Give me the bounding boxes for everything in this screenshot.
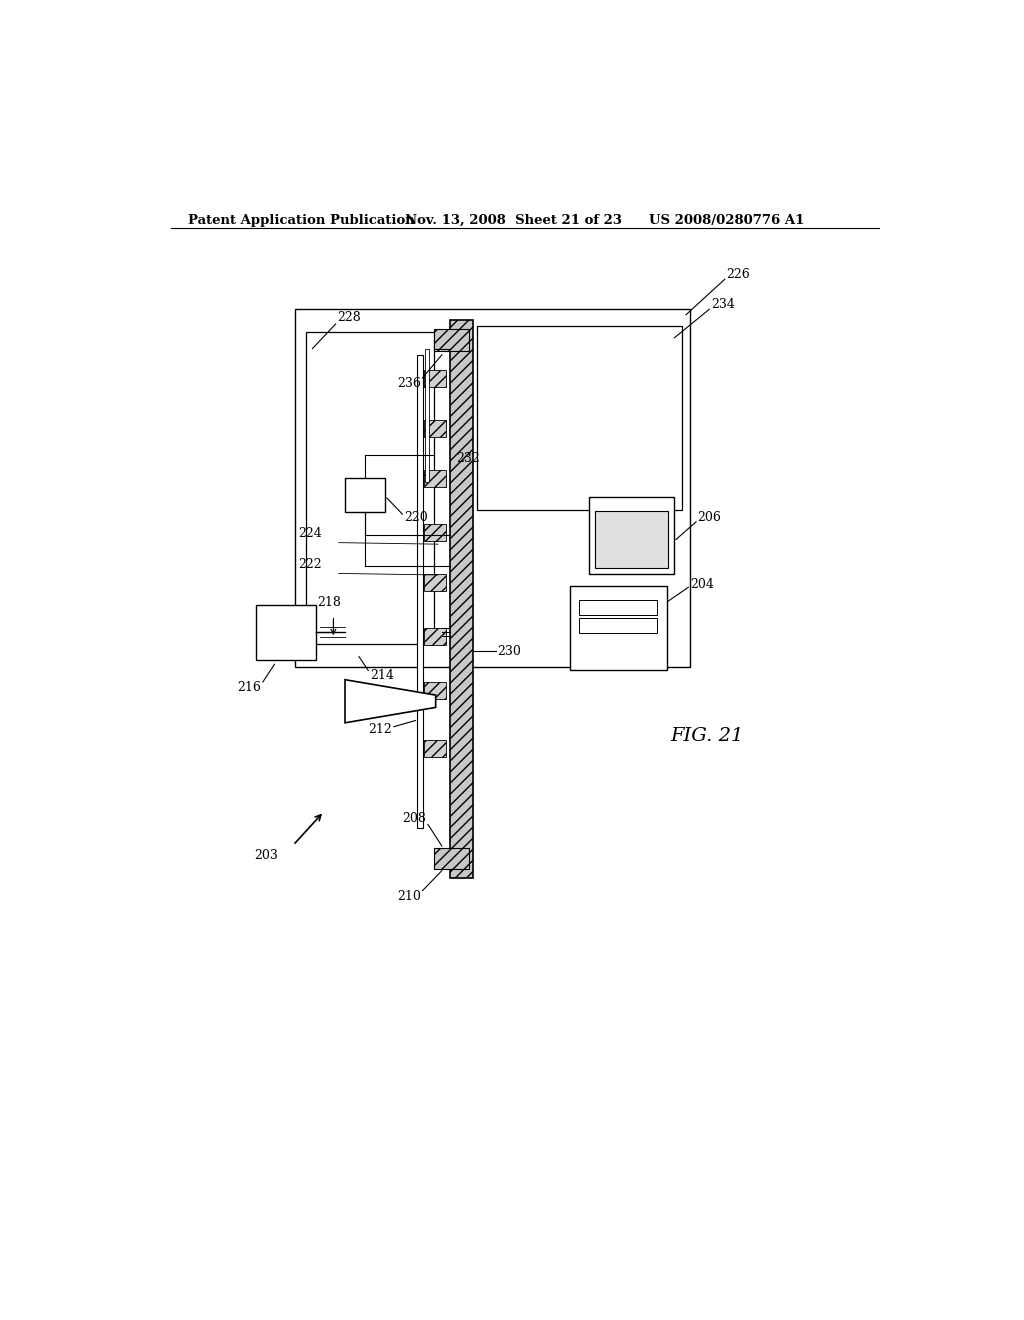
Bar <box>424 524 445 541</box>
Text: Nov. 13, 2008  Sheet 21 of 23: Nov. 13, 2008 Sheet 21 of 23 <box>406 214 623 227</box>
Text: 232: 232 <box>456 453 479 465</box>
Text: 212: 212 <box>369 723 392 737</box>
Bar <box>424 682 445 700</box>
Text: 226: 226 <box>726 268 750 281</box>
Bar <box>424 470 445 487</box>
Text: 208: 208 <box>402 812 426 825</box>
Bar <box>424 574 445 591</box>
Text: 228: 228 <box>337 312 361 325</box>
Text: 234: 234 <box>711 298 734 312</box>
Bar <box>425 350 429 482</box>
Bar <box>295 309 690 667</box>
Bar <box>434 847 469 869</box>
Text: 203: 203 <box>254 849 278 862</box>
Bar <box>424 420 445 437</box>
Bar <box>345 478 385 512</box>
Bar <box>450 321 473 878</box>
Bar <box>256 605 316 660</box>
Text: 216: 216 <box>238 681 261 694</box>
Bar <box>579 618 657 634</box>
Text: US 2008/0280776 A1: US 2008/0280776 A1 <box>649 214 804 227</box>
Text: 206: 206 <box>697 511 722 524</box>
Text: Patent Application Publication: Patent Application Publication <box>188 214 415 227</box>
Bar <box>579 599 657 615</box>
Text: 224: 224 <box>298 527 322 540</box>
Bar <box>477 326 682 510</box>
Text: 204: 204 <box>690 578 714 591</box>
Text: 220: 220 <box>403 511 428 524</box>
Bar <box>569 586 667 671</box>
Bar <box>424 628 445 645</box>
Bar <box>306 331 434 644</box>
Bar <box>589 498 675 574</box>
Bar <box>424 370 445 387</box>
Text: 214: 214 <box>370 668 393 681</box>
Bar <box>417 355 423 829</box>
Bar <box>595 511 669 568</box>
Text: 210: 210 <box>397 890 421 903</box>
Polygon shape <box>345 680 435 723</box>
Text: 236: 236 <box>397 376 421 389</box>
Bar <box>424 739 445 756</box>
Bar <box>434 330 469 351</box>
Text: 230: 230 <box>498 644 521 657</box>
Text: 218: 218 <box>317 597 341 610</box>
Text: FIG. 21: FIG. 21 <box>671 727 743 744</box>
Text: 222: 222 <box>298 557 322 570</box>
